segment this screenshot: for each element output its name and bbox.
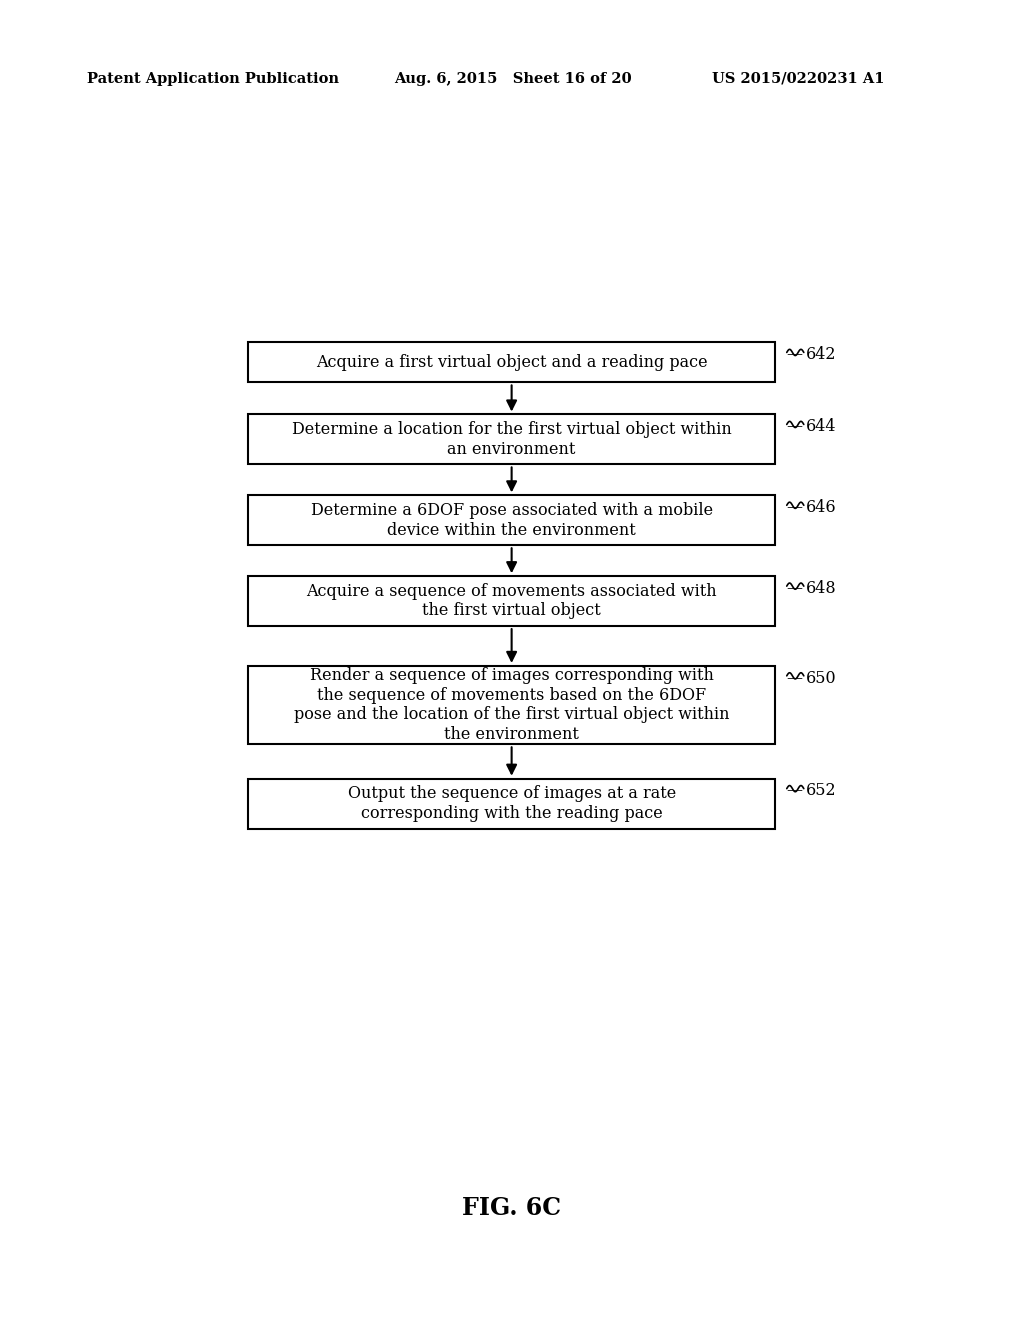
- Text: Aug. 6, 2015   Sheet 16 of 20: Aug. 6, 2015 Sheet 16 of 20: [394, 73, 632, 86]
- Text: 646: 646: [806, 499, 837, 516]
- Bar: [248, 576, 775, 626]
- Bar: [248, 342, 775, 383]
- Text: —: —: [786, 669, 803, 686]
- Text: Output the sequence of images at a rate
corresponding with the reading pace: Output the sequence of images at a rate …: [347, 785, 676, 822]
- Text: —: —: [786, 418, 803, 436]
- Text: —: —: [786, 783, 803, 800]
- Bar: [248, 414, 775, 465]
- Text: —: —: [786, 346, 803, 363]
- Bar: [248, 495, 775, 545]
- Text: —: —: [786, 579, 803, 597]
- Text: 642: 642: [806, 346, 837, 363]
- Text: Acquire a sequence of movements associated with
the first virtual object: Acquire a sequence of movements associat…: [306, 583, 717, 619]
- Text: 650: 650: [806, 669, 837, 686]
- Text: 648: 648: [806, 579, 837, 597]
- Text: 644: 644: [806, 418, 837, 436]
- Text: —: —: [786, 499, 803, 516]
- Text: FIG. 6C: FIG. 6C: [463, 1196, 561, 1220]
- Text: 652: 652: [806, 783, 837, 800]
- Bar: [248, 665, 775, 744]
- Text: Determine a location for the first virtual object within
an environment: Determine a location for the first virtu…: [292, 421, 731, 458]
- Text: Acquire a first virtual object and a reading pace: Acquire a first virtual object and a rea…: [315, 354, 708, 371]
- Text: US 2015/0220231 A1: US 2015/0220231 A1: [712, 73, 884, 86]
- Bar: [248, 779, 775, 829]
- Text: Determine a 6DOF pose associated with a mobile
device within the environment: Determine a 6DOF pose associated with a …: [310, 502, 713, 539]
- Text: Patent Application Publication: Patent Application Publication: [87, 73, 339, 86]
- Text: Render a sequence of images corresponding with
the sequence of movements based o: Render a sequence of images correspondin…: [294, 667, 729, 743]
